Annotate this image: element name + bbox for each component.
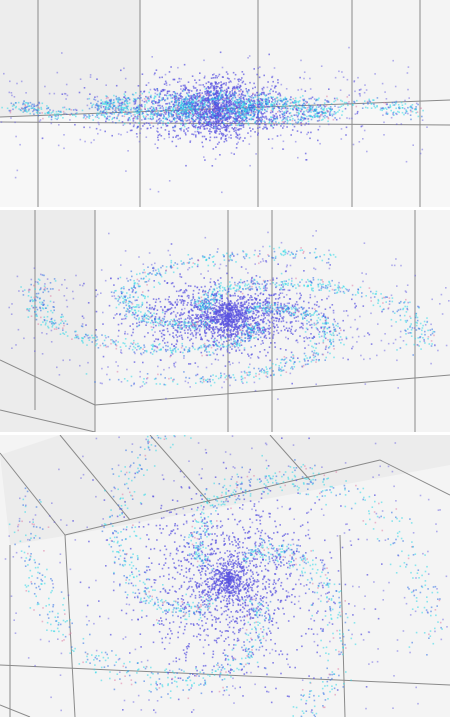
star-particles-face-on [4, 435, 448, 717]
galaxy-view-edge-on [0, 0, 450, 207]
grid-lines-inclined [0, 210, 450, 432]
galaxy-plot-inclined [0, 210, 450, 432]
galaxy-view-inclined [0, 210, 450, 432]
panel-divider [0, 207, 450, 210]
star-particles-edge-on [0, 46, 428, 194]
panel-divider [0, 432, 450, 435]
galaxy-plot-face-on [0, 435, 450, 717]
grid-lines-face-on [0, 435, 450, 717]
star-particles-inclined [8, 230, 450, 400]
galaxy-plot-edge-on [0, 0, 450, 207]
grid-lines-edge-on [0, 0, 450, 207]
galaxy-view-face-on [0, 435, 450, 717]
